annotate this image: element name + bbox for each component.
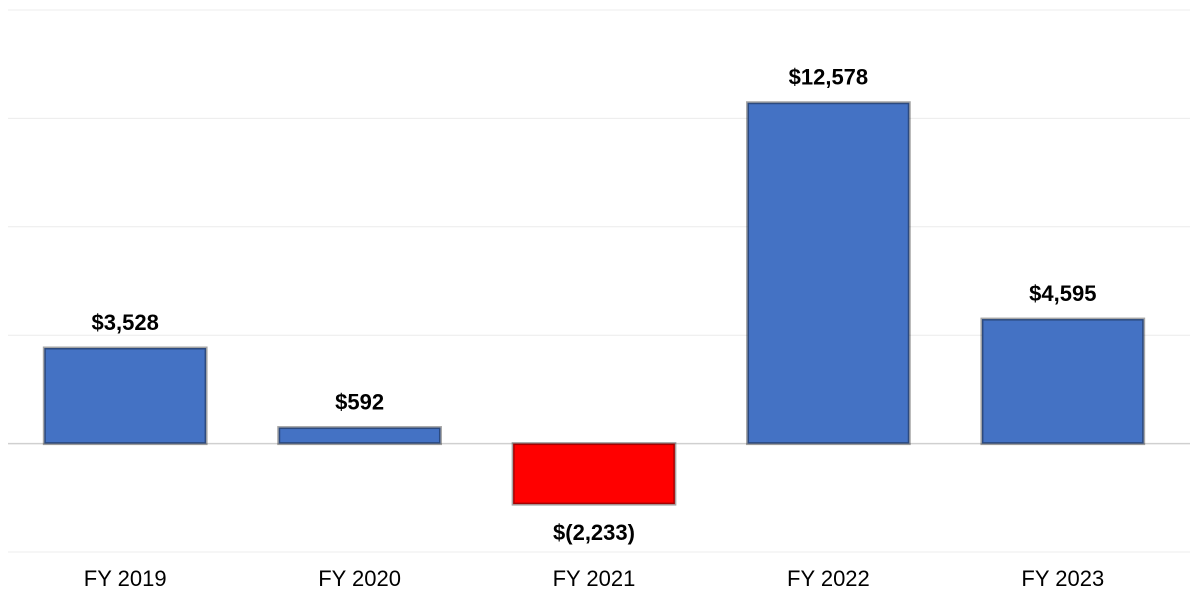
bar (980, 317, 1146, 446)
value-label: $592 (335, 389, 384, 414)
bar (746, 101, 911, 446)
value-label: $12,578 (789, 65, 869, 90)
bar (42, 346, 208, 446)
x-tick-label: FY 2023 (1021, 566, 1104, 591)
bar (277, 426, 442, 446)
x-tick-label: FY 2021 (553, 566, 636, 591)
value-label: $(2,233) (553, 520, 635, 545)
x-tick-label: FY 2020 (318, 566, 401, 591)
value-label: $3,528 (92, 310, 159, 335)
x-tick-label: FY 2019 (84, 566, 167, 591)
bar (511, 442, 677, 506)
x-tick-label: FY 2022 (787, 566, 870, 591)
value-label: $4,595 (1029, 281, 1096, 306)
